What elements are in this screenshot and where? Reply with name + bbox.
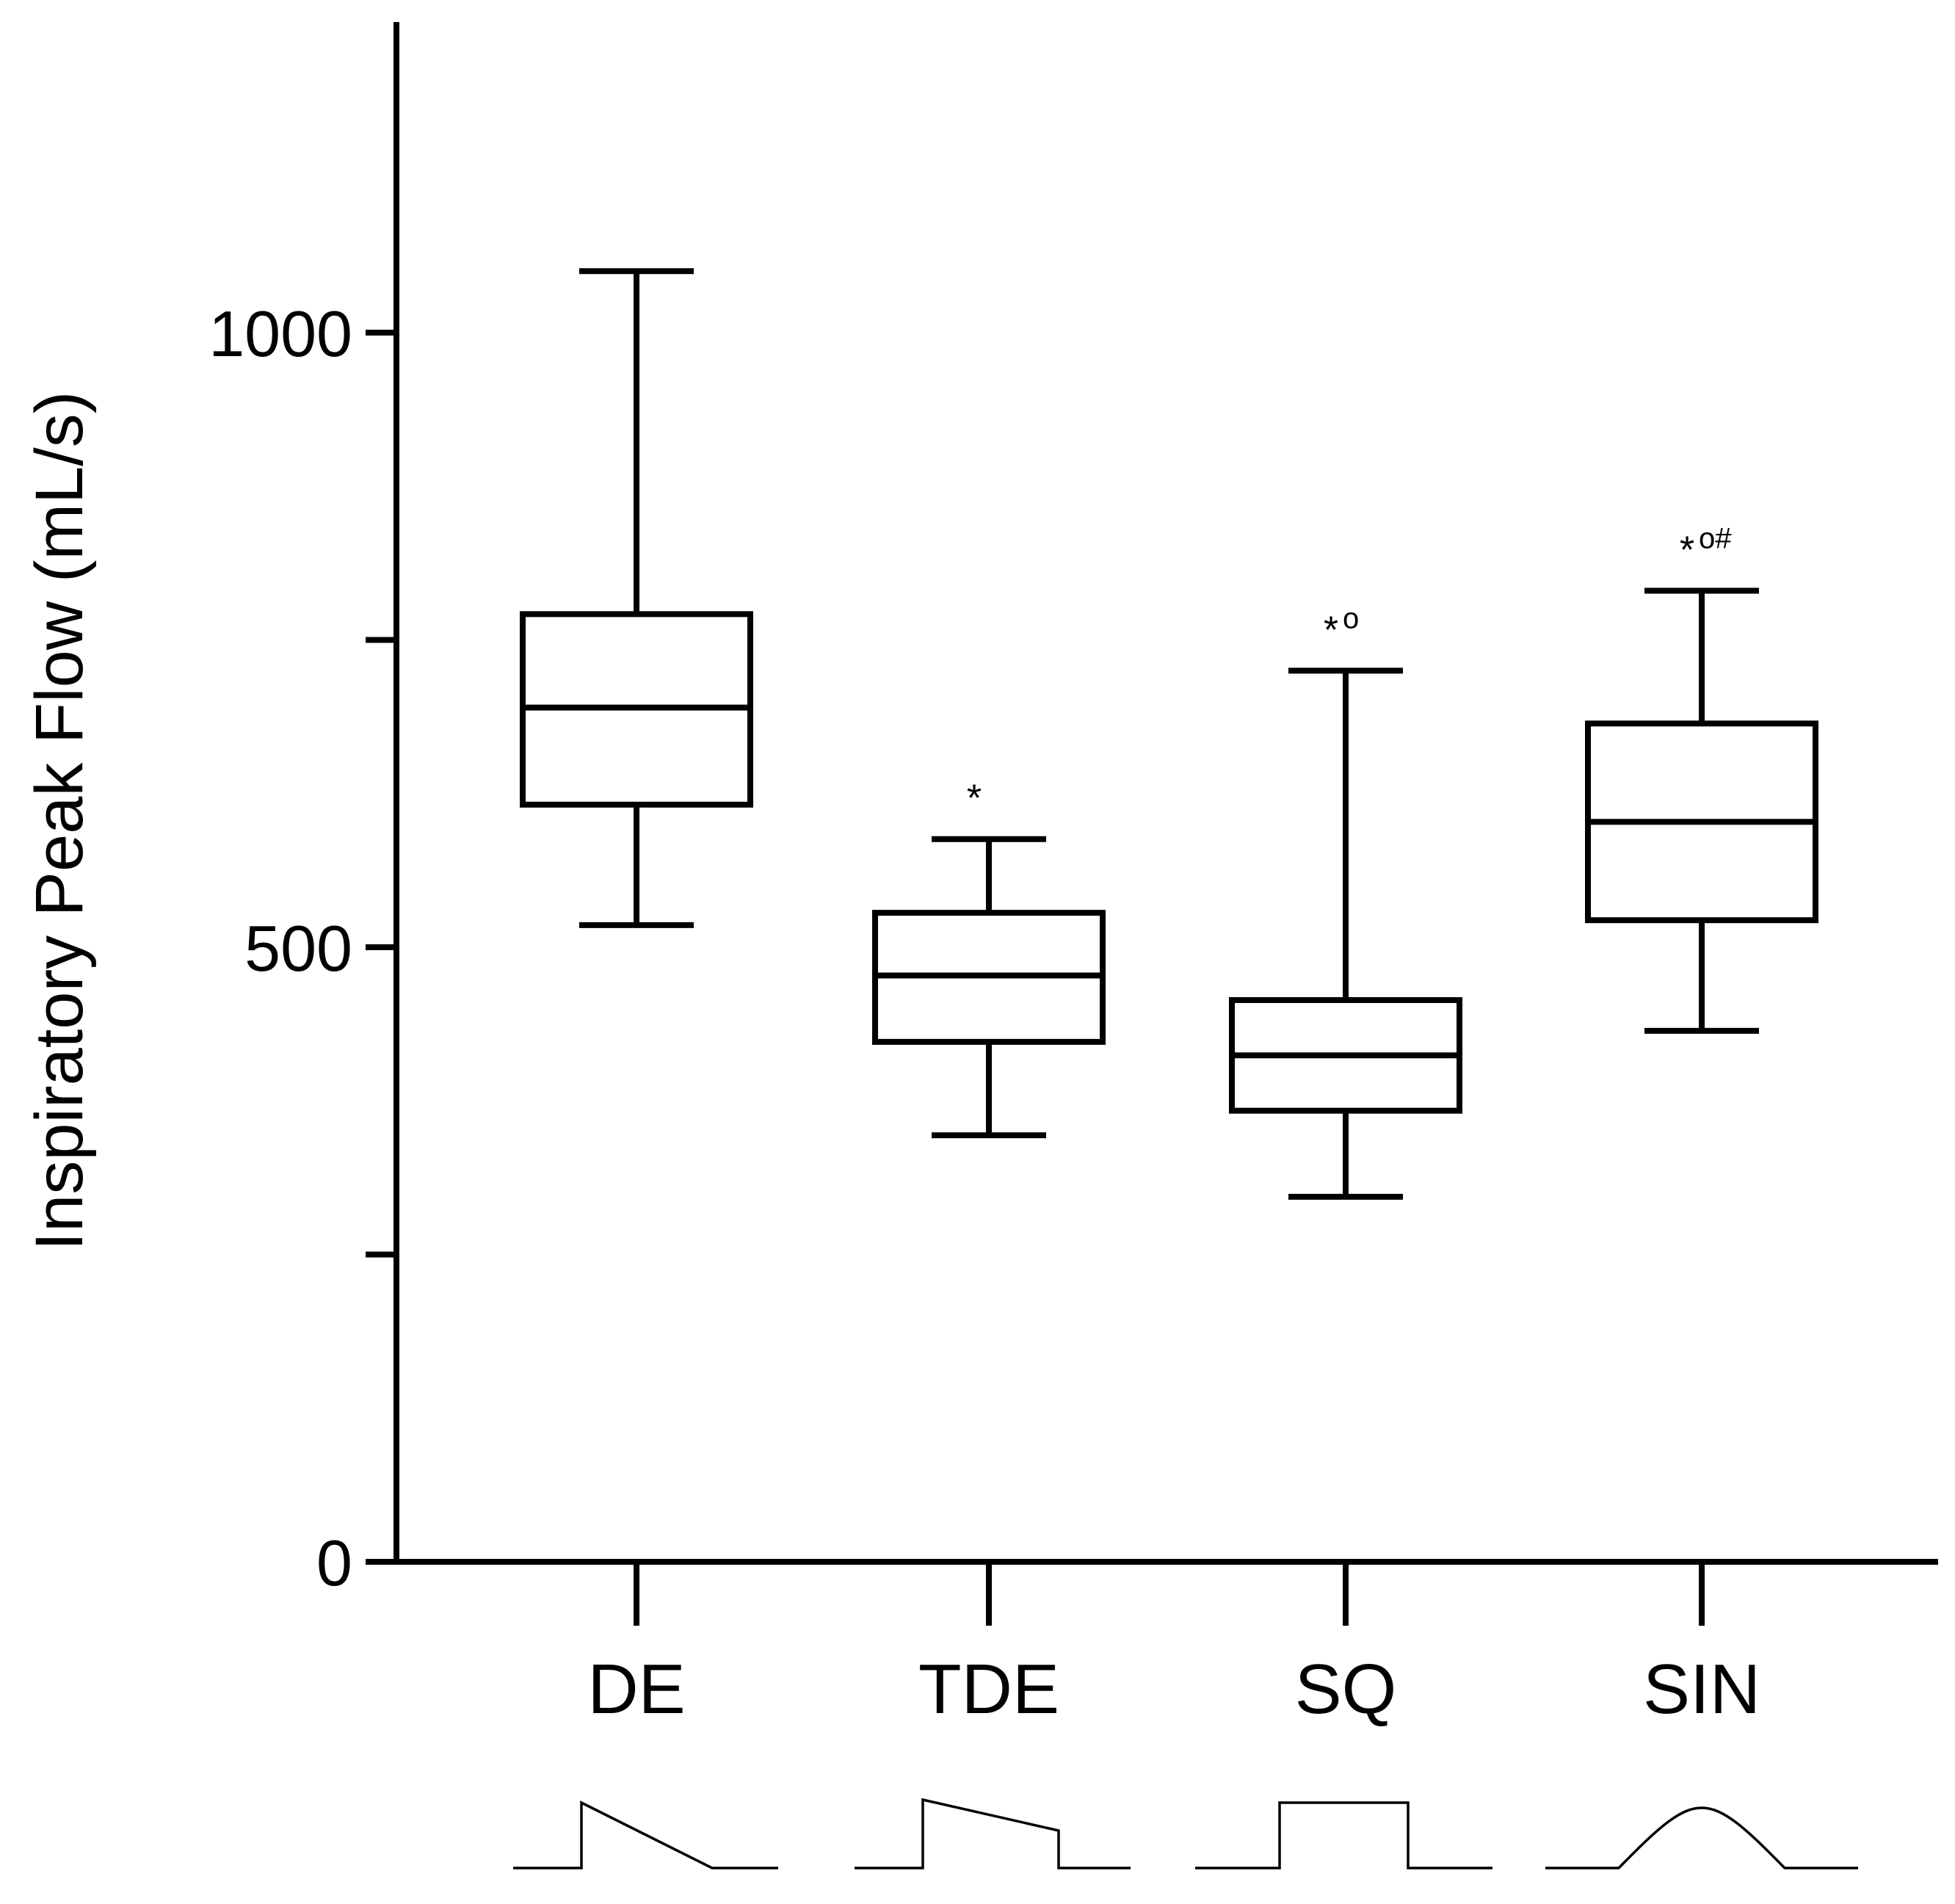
waveform-icons xyxy=(513,1798,1858,1869)
box-tde: * xyxy=(872,778,1106,1139)
waveform-truncated-decelerating-icon xyxy=(855,1798,1131,1869)
significance-marker: * xyxy=(967,778,982,820)
y-ticks: 0 500 1000 xyxy=(208,297,396,1599)
x-ticks: DE TDE SQ SIN xyxy=(587,1562,1760,1729)
y-tick-label-500: 500 xyxy=(244,912,352,985)
category-label-sin: SIN xyxy=(1643,1650,1760,1729)
waveform-decelerating-icon xyxy=(513,1800,778,1869)
boxes: ** o* o# xyxy=(520,268,1818,1200)
waveform-square-icon xyxy=(1195,1801,1492,1869)
waveform-sinusoidal-icon xyxy=(1545,1806,1858,1869)
box-de xyxy=(520,268,753,928)
significance-superscript: o xyxy=(1343,602,1359,634)
significance-marker: * xyxy=(1324,609,1338,651)
category-label-tde: TDE xyxy=(918,1650,1059,1729)
significance-superscript: o# xyxy=(1699,523,1732,555)
category-label-sq: SQ xyxy=(1295,1650,1397,1729)
box-sq: * o xyxy=(1229,602,1462,1200)
category-label-de: DE xyxy=(587,1650,685,1729)
y-tick-label-0: 0 xyxy=(316,1527,352,1599)
y-axis-title: Inspiratory Peak Flow (mL/s) xyxy=(22,391,97,1251)
significance-marker: * xyxy=(1680,529,1694,572)
y-tick-label-1000: 1000 xyxy=(208,297,352,370)
box-sin: * o# xyxy=(1585,523,1818,1034)
